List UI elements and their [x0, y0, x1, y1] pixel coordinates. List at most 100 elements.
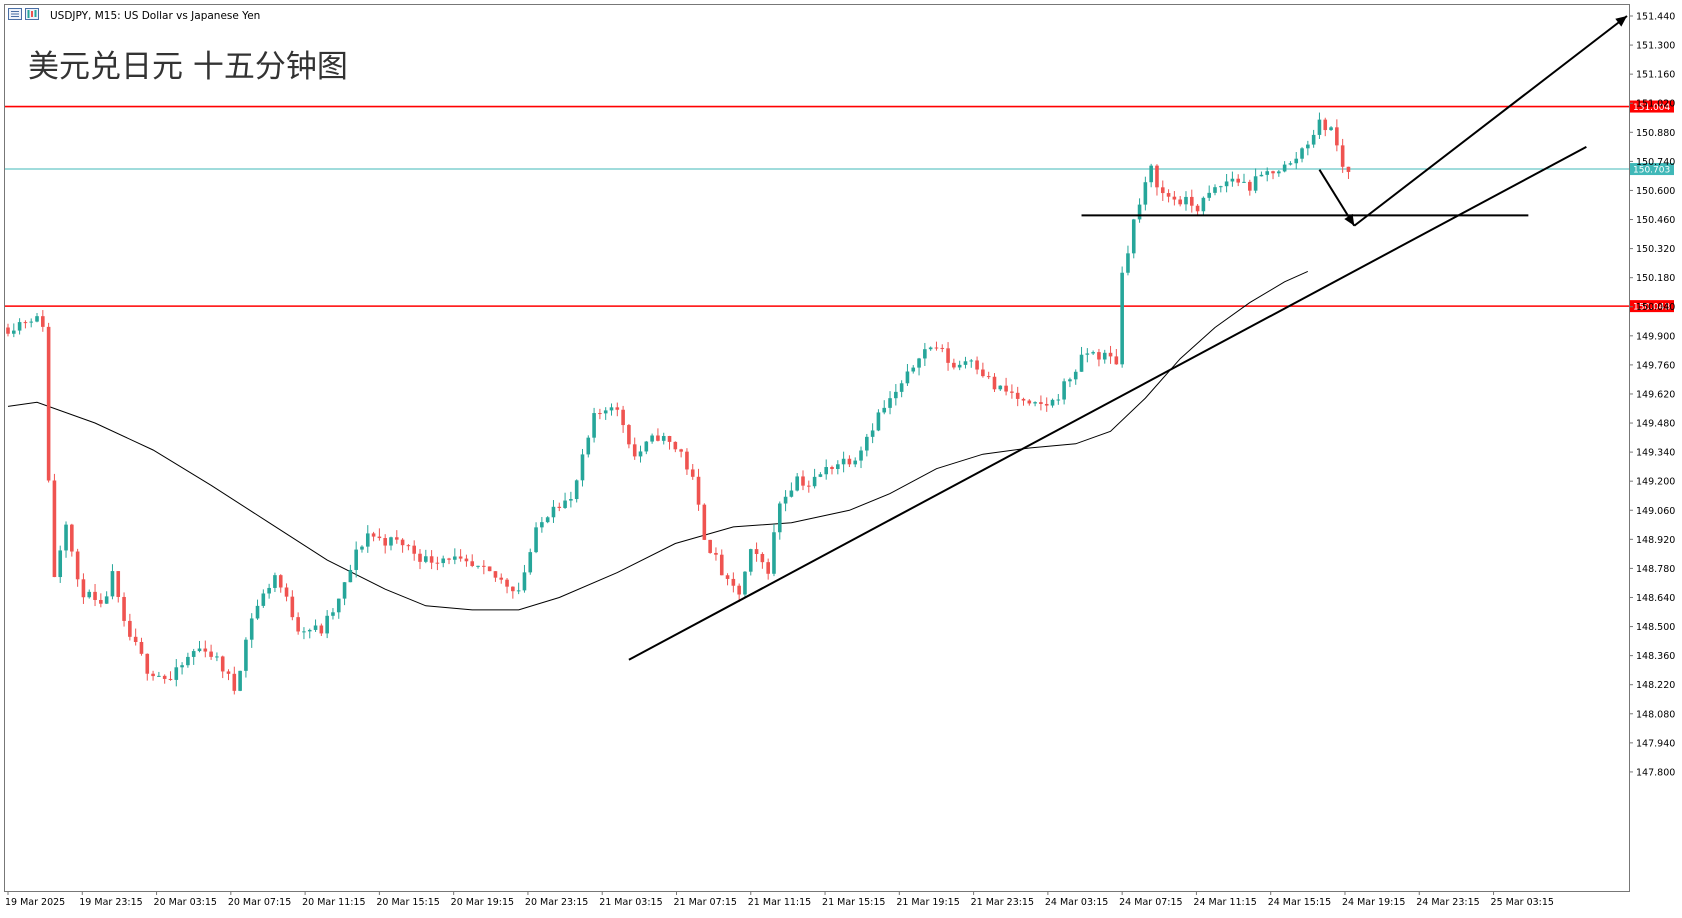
candle-body	[777, 503, 782, 533]
candle-body	[981, 369, 985, 377]
candle-body	[482, 565, 486, 567]
candle-body	[1097, 352, 1101, 360]
candle-body	[499, 577, 504, 580]
candle-body	[603, 410, 608, 414]
y-tick-label: 151.300	[1636, 41, 1675, 52]
candle-body	[754, 549, 759, 554]
x-tick-label: 21 Mar 23:15	[971, 897, 1034, 908]
candle-body	[383, 538, 387, 546]
candle-body	[853, 460, 858, 465]
candle-body	[75, 551, 80, 580]
candle-body	[882, 407, 887, 413]
candle-body	[830, 467, 834, 469]
candle-body	[244, 639, 248, 671]
x-tick-label: 24 Mar 19:15	[1342, 897, 1405, 908]
resistance-high-tag	[1630, 100, 1674, 113]
candle-body	[1277, 171, 1281, 174]
candle-body	[220, 656, 225, 672]
x-tick-label: 24 Mar 11:15	[1193, 897, 1256, 908]
candle-body	[6, 327, 10, 334]
candle-body	[801, 476, 805, 486]
candle-body	[1323, 119, 1328, 131]
candle-body	[841, 458, 846, 465]
candle-body	[93, 591, 97, 600]
candle-body	[952, 362, 956, 368]
candle-body	[1015, 392, 1020, 399]
plot-frame	[4, 4, 1630, 892]
candle-body	[760, 553, 765, 563]
candle-body	[1213, 187, 1217, 193]
y-tick-label: 148.640	[1636, 593, 1675, 604]
candle-body	[1236, 178, 1241, 183]
x-tick-label: 21 Mar 11:15	[748, 897, 811, 908]
x-tick-label: 21 Mar 03:15	[599, 897, 662, 908]
candle-body	[615, 407, 620, 410]
candle-body	[464, 558, 469, 562]
candle-body	[400, 539, 405, 546]
y-tick-label: 149.340	[1636, 448, 1675, 459]
candle-body	[714, 552, 718, 555]
candle-body	[226, 671, 231, 674]
candle-body	[894, 391, 898, 399]
candle-body	[458, 556, 463, 559]
candle-body	[12, 330, 16, 334]
y-tick-label: 148.080	[1636, 709, 1675, 720]
candle-body	[331, 612, 335, 616]
y-tick-label: 147.940	[1636, 738, 1675, 749]
x-tick-label: 21 Mar 15:15	[822, 897, 885, 908]
candle-body	[673, 441, 678, 450]
candle-body	[406, 545, 411, 547]
candle-body	[586, 437, 591, 455]
candle-body	[1329, 127, 1333, 131]
candle-body	[1079, 354, 1084, 372]
candle-body	[64, 524, 68, 551]
candle-body	[865, 436, 869, 451]
y-tick-label: 150.880	[1636, 128, 1675, 139]
candle-body	[162, 675, 167, 679]
candle-body	[476, 565, 480, 567]
y-tick-label: 147.800	[1636, 767, 1675, 778]
chart-header: USDJPY, M15: US Dollar vs Japanese Yen 美…	[8, 8, 348, 85]
candle-body	[197, 648, 202, 652]
uptrend-line	[628, 145, 1587, 661]
candle-body	[1044, 403, 1049, 406]
candle-body	[1033, 402, 1037, 404]
candle-body	[17, 322, 22, 331]
candle-body	[505, 579, 509, 587]
candle-body	[29, 321, 34, 323]
candle-body	[511, 586, 515, 592]
candle-body	[249, 618, 254, 640]
candle-body	[1317, 119, 1322, 135]
candle-body	[870, 430, 875, 437]
candle-body	[1027, 400, 1032, 404]
candle-body	[888, 398, 892, 408]
candle-body	[696, 476, 701, 505]
candle-body	[1178, 199, 1182, 205]
candle-body	[52, 480, 57, 578]
candle-body	[371, 533, 376, 537]
candle-body	[534, 527, 538, 553]
candle-body	[812, 476, 817, 487]
chart-window-icon[interactable]	[8, 8, 39, 20]
candle-body	[35, 316, 39, 322]
candle-body	[656, 435, 660, 441]
candle-body	[969, 360, 974, 362]
candle-body	[632, 444, 637, 457]
moving-average-line	[7, 270, 1309, 611]
candle-body	[348, 569, 353, 583]
x-tick-label: 20 Mar 07:15	[228, 897, 291, 908]
y-tick-label: 149.900	[1636, 331, 1675, 342]
candle-body	[325, 615, 329, 634]
candle-body	[1010, 391, 1014, 393]
candle-body	[284, 587, 289, 597]
y-tick-label: 149.200	[1636, 477, 1675, 488]
x-tick-label: 21 Mar 19:15	[896, 897, 959, 908]
candle-body	[1004, 385, 1008, 392]
candle-body	[110, 571, 115, 597]
candle-body	[1073, 371, 1078, 380]
candle-body	[122, 596, 126, 621]
candle-body	[273, 575, 277, 588]
candle-body	[1265, 171, 1270, 175]
